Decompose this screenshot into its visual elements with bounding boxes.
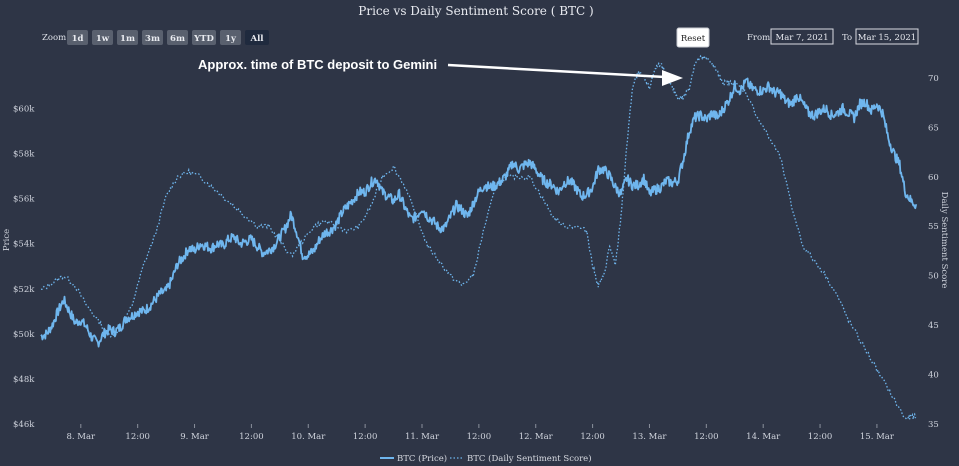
y-tick-label: $50k (13, 330, 35, 340)
y2-tick-label: 60 (928, 173, 939, 183)
series-line-sentiment (40, 53, 917, 421)
zoom-button-ytd[interactable]: YTD (192, 30, 216, 45)
zoom-button-label: 1w (96, 34, 110, 44)
y-tick-label: $54k (13, 240, 35, 250)
x-tick-label: 12:00 (580, 432, 605, 442)
zoom-button-1y[interactable]: 1y (220, 30, 241, 45)
zoom-button-label: 6m (170, 34, 185, 44)
zoom-button-label: 1d (72, 34, 84, 44)
x-tick-label: 10. Mar (291, 432, 326, 442)
y2-tick-label: 70 (928, 74, 939, 84)
x-tick-label: 12:00 (808, 432, 833, 442)
y2-tick-label: 50 (928, 272, 939, 282)
legend-label-sentiment: BTC (Daily Sentiment Score) (467, 453, 592, 464)
zoom-button-1w[interactable]: 1w (92, 30, 113, 45)
y-tick-label: $46k (13, 420, 35, 430)
zoom-button-6m[interactable]: 6m (167, 30, 188, 45)
x-tick-label: 12:00 (467, 432, 492, 442)
reset-zoom-button[interactable]: Reset (676, 27, 710, 48)
x-tick-label: 8. Mar (66, 432, 96, 442)
zoom-button-1d[interactable]: 1d (67, 30, 88, 45)
series-line-price (40, 77, 918, 348)
x-tick-label: 15. Mar (860, 432, 895, 442)
x-tick-label: 9. Mar (180, 432, 210, 442)
x-tick-label: 13. Mar (632, 432, 667, 442)
from-date-value: Mar 7, 2021 (776, 33, 829, 43)
legend-item-sentiment[interactable]: BTC (Daily Sentiment Score) (450, 453, 592, 464)
x-tick-label: 12:00 (353, 432, 378, 442)
y2-tick-label: 65 (928, 123, 939, 133)
y2-tick-label: 40 (928, 371, 939, 381)
y-tick-label: $56k (13, 195, 35, 205)
to-label: To (842, 33, 852, 43)
zoom-button-label: 1y (225, 34, 237, 44)
zoom-label: Zoom (42, 33, 66, 43)
y-axis-title-left: Price (2, 229, 12, 251)
to-date-input[interactable]: Mar 15, 2021 (855, 28, 919, 45)
from-date-input[interactable]: Mar 7, 2021 (770, 28, 834, 45)
zoom-button-all[interactable]: All (245, 30, 269, 45)
x-tick-label: 12:00 (125, 432, 150, 442)
chart-title: Price vs Daily Sentiment Score ( BTC ) (358, 4, 593, 18)
x-axis: 8. Mar 12:00 9. Mar 12:00 10. Mar 12:00 11. Ma… (66, 424, 895, 442)
zoom-button-1m[interactable]: 1m (117, 30, 138, 45)
annotation-arrow (447, 63, 683, 86)
y-tick-label: $48k (13, 375, 35, 385)
zoom-button-label: YTD (193, 34, 214, 44)
y-tick-label: $60k (13, 105, 35, 115)
y-axis-left: $46k $48k $50k $52k $54k $56k $58k $60k (13, 105, 35, 430)
from-label: From (747, 33, 770, 43)
y-axis-right: 35 40 45 50 55 60 65 70 (928, 74, 939, 430)
zoom-button-3m[interactable]: 3m (142, 30, 163, 45)
legend: BTC (Price) BTC (Daily Sentiment Score) (380, 453, 592, 464)
reset-zoom-label: Reset (681, 34, 706, 44)
legend-label-price: BTC (Price) (397, 453, 447, 464)
to-date-value: Mar 15, 2021 (858, 33, 916, 43)
annotation-text: Approx. time of BTC deposit to Gemini (198, 57, 437, 72)
y2-tick-label: 55 (928, 222, 939, 232)
zoom-button-label: All (249, 34, 264, 44)
y2-tick-label: 45 (928, 321, 939, 331)
zoom-button-label: 3m (145, 34, 160, 44)
legend-item-price[interactable]: BTC (Price) (380, 453, 447, 464)
y2-tick-label: 35 (928, 420, 939, 430)
x-tick-label: 11. Mar (405, 432, 440, 442)
x-tick-label: 12:00 (239, 432, 264, 442)
x-tick-label: 12:00 (694, 432, 719, 442)
y-axis-title-right: Daily Sentiment Score (939, 192, 949, 289)
zoom-button-label: 1m (120, 34, 135, 44)
y-tick-label: $58k (13, 150, 35, 160)
x-tick-label: 12. Mar (519, 432, 554, 442)
y-tick-label: $52k (13, 285, 35, 295)
x-tick-label: 14. Mar (746, 432, 781, 442)
